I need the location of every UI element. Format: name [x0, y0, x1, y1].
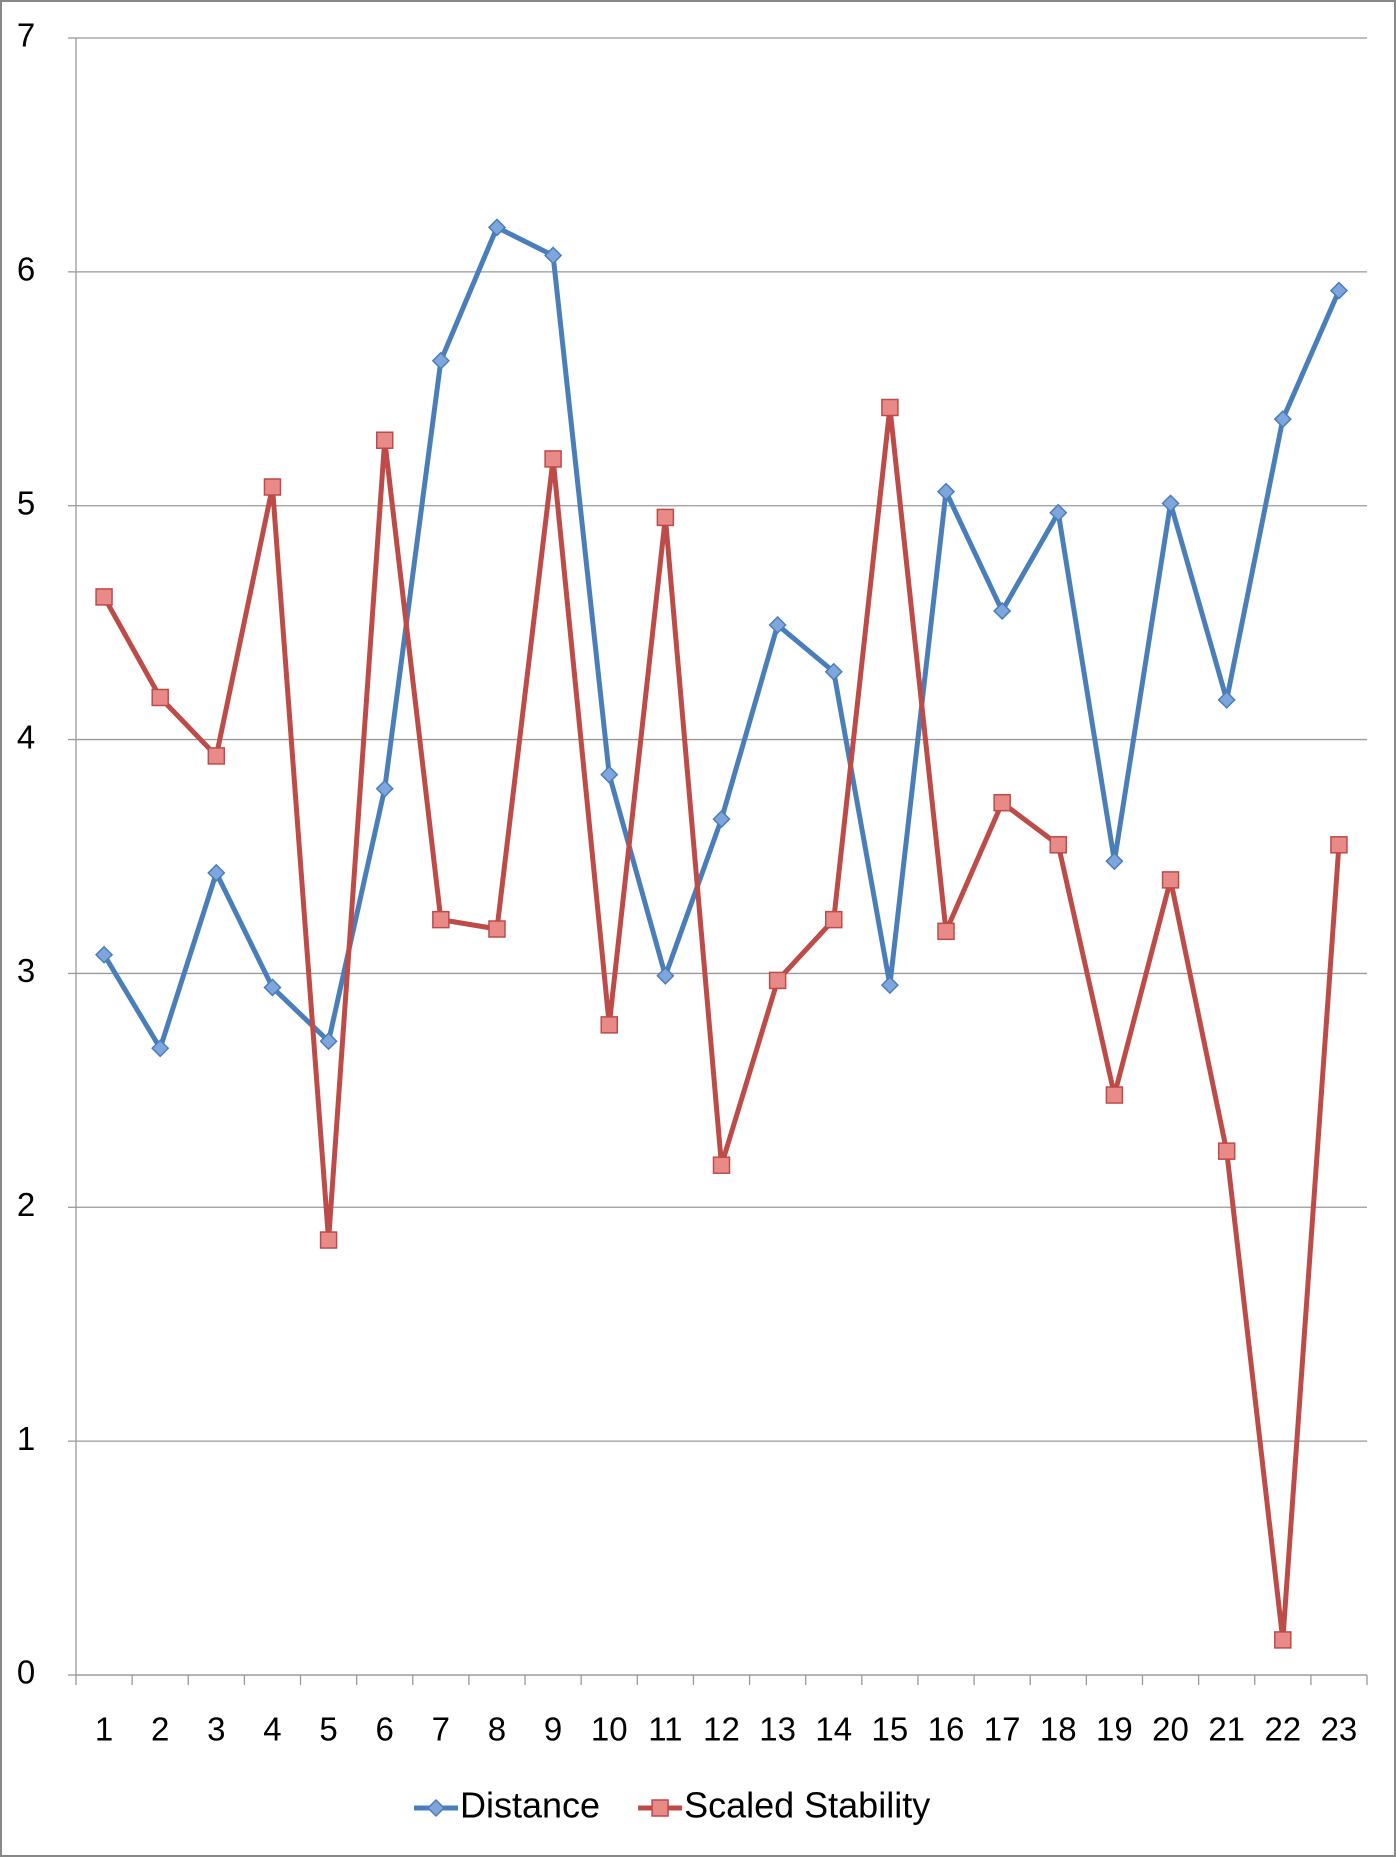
data-point	[656, 966, 675, 985]
y-tick-label: 1	[17, 1420, 35, 1457]
data-point	[432, 910, 450, 929]
data-point	[881, 398, 899, 417]
data-point	[825, 910, 843, 929]
data-point	[207, 747, 226, 765]
y-tick-label: 4	[17, 718, 35, 755]
legend-marker	[426, 1798, 446, 1818]
x-tick-label: 4	[263, 1711, 281, 1748]
x-tick-label: 22	[1264, 1711, 1301, 1748]
data-point	[936, 482, 956, 501]
y-tick-label: 3	[17, 952, 35, 989]
data-point	[95, 588, 113, 606]
data-point	[824, 662, 843, 681]
legend-label: Scaled Stability	[684, 1785, 930, 1826]
x-tick-label: 15	[872, 1711, 909, 1748]
x-tick-label: 21	[1208, 1711, 1245, 1748]
x-tick-label: 11	[648, 1711, 682, 1748]
data-point	[1161, 494, 1180, 513]
data-point	[544, 246, 563, 265]
data-point	[1217, 1142, 1236, 1160]
x-tick-label: 13	[759, 1711, 796, 1748]
data-point	[993, 601, 1012, 621]
data-point	[712, 810, 731, 829]
data-point	[431, 351, 450, 370]
data-point	[1105, 852, 1124, 871]
y-tick-label: 5	[17, 484, 35, 521]
data-point	[1274, 1631, 1292, 1649]
data-point	[768, 971, 787, 990]
data-point	[488, 920, 506, 938]
data-point	[375, 431, 394, 449]
data-point	[1273, 410, 1292, 429]
data-point	[880, 976, 899, 995]
data-point	[1329, 281, 1348, 300]
data-point	[1217, 690, 1236, 709]
x-tick-label: 17	[984, 1711, 1021, 1748]
y-tick-label: 0	[17, 1654, 35, 1691]
data-point	[151, 688, 169, 707]
data-point	[600, 765, 619, 784]
x-tick-label: 9	[544, 1711, 562, 1748]
x-tick-label: 14	[815, 1711, 852, 1748]
data-point	[937, 922, 955, 941]
x-tick-label: 5	[319, 1711, 337, 1748]
data-point	[375, 779, 394, 798]
x-tick-label: 18	[1040, 1711, 1077, 1748]
data-point	[600, 1016, 618, 1034]
data-point	[1330, 836, 1348, 854]
x-tick-label: 12	[703, 1711, 740, 1748]
x-tick-label: 20	[1152, 1711, 1189, 1748]
data-point	[993, 793, 1011, 812]
x-tick-label: 6	[376, 1711, 394, 1748]
x-tick-label: 7	[432, 1711, 450, 1748]
x-tick-label: 23	[1321, 1711, 1358, 1748]
data-point	[712, 1156, 731, 1174]
data-point	[1049, 503, 1068, 522]
data-point	[151, 1039, 170, 1058]
legend-item: Distance	[414, 1785, 600, 1826]
y-tick-label: 2	[17, 1186, 35, 1223]
data-point	[768, 615, 787, 635]
data-point	[319, 1032, 338, 1051]
x-tick-label: 1	[95, 1711, 113, 1748]
data-point	[207, 863, 226, 882]
x-tick-label: 8	[488, 1711, 506, 1748]
data-point	[319, 1231, 338, 1249]
x-tick-label: 10	[591, 1711, 628, 1748]
data-point	[95, 945, 114, 964]
data-point	[1161, 871, 1180, 889]
y-tick-label: 6	[17, 251, 35, 288]
legend-item: Scaled Stability	[638, 1785, 930, 1826]
legend-marker	[651, 1799, 669, 1817]
data-point	[544, 450, 562, 468]
data-point	[263, 478, 282, 496]
data-point	[656, 508, 675, 527]
x-tick-label: 3	[207, 1711, 225, 1748]
data-point	[263, 978, 282, 997]
y-tick-label: 7	[17, 17, 35, 54]
x-tick-label: 16	[928, 1711, 965, 1748]
x-tick-label: 19	[1096, 1711, 1133, 1748]
data-point	[1105, 1086, 1124, 1104]
x-tick-label: 2	[151, 1711, 169, 1748]
data-point	[1049, 836, 1068, 854]
data-point	[487, 218, 507, 237]
legend-label: Distance	[460, 1785, 600, 1826]
